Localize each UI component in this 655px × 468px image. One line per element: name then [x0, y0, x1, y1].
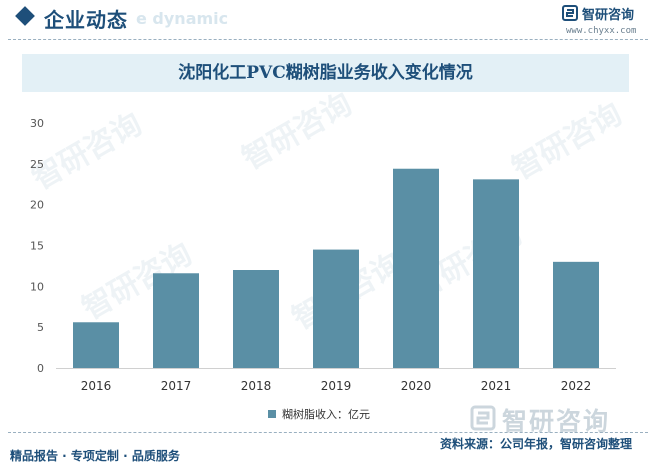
y-tick-label: 10 — [30, 280, 44, 293]
footer-tagline: 精品报告 · 专项定制 · 品质服务 — [10, 449, 180, 463]
header-divider — [8, 39, 648, 40]
brand-name: 智研咨询 — [582, 8, 635, 23]
y-tick-label: 5 — [37, 321, 44, 334]
y-tick-label: 30 — [30, 117, 44, 130]
bar — [473, 179, 519, 368]
y-tick-label: 15 — [30, 240, 44, 253]
x-tick-label: 2017 — [161, 379, 192, 393]
x-tick-label: 2021 — [481, 379, 512, 393]
chart-title: 沈阳化工PVC糊树脂业务收入变化情况 — [178, 63, 473, 83]
section-title: 企业动态 — [44, 8, 128, 32]
section-subtitle: e dynamic — [136, 9, 229, 28]
y-tick-label: 25 — [30, 158, 44, 171]
bar — [73, 322, 119, 368]
x-tick-label: 2022 — [561, 379, 592, 393]
watermark-brand: 智研咨询 — [502, 407, 611, 436]
watermark-text: 智研咨询 — [27, 107, 148, 197]
brand-logo-icon — [562, 5, 578, 21]
x-tick-label: 2018 — [241, 379, 272, 393]
bar — [313, 249, 359, 368]
bar — [393, 168, 439, 368]
bar — [153, 273, 199, 368]
footer-divider — [8, 432, 648, 433]
watermark-text: 智研咨询 — [507, 97, 628, 187]
y-tick-label: 0 — [37, 362, 44, 375]
header: 企业动态 e dynamic 智研咨询 www.chyxx.com — [0, 0, 655, 42]
legend-swatch — [268, 410, 276, 418]
y-tick-label: 20 — [30, 199, 44, 212]
x-tick-label: 2016 — [81, 379, 112, 393]
x-tick-label: 2020 — [401, 379, 432, 393]
legend-label: 糊树脂收入：亿元 — [282, 408, 370, 421]
footer-source: 资料来源：公司年报，智研咨询整理 — [440, 437, 633, 451]
bar — [553, 261, 599, 368]
x-tick-label: 2019 — [321, 379, 352, 393]
bar — [233, 270, 279, 368]
watermark-logo-icon — [470, 405, 496, 431]
watermark-text: 智研咨询 — [237, 87, 358, 177]
chart-title-band: 沈阳化工PVC糊树脂业务收入变化情况 — [22, 54, 629, 92]
brand-url: www.chyxx.com — [566, 26, 637, 36]
